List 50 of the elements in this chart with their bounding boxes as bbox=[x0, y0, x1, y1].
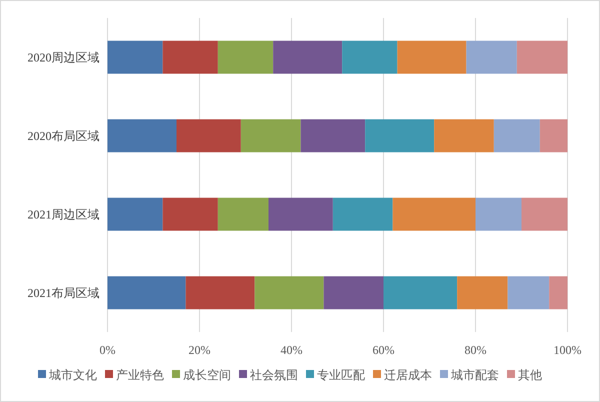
y-tick-label: 2021周边区域 bbox=[28, 207, 100, 222]
y-tick-label: 2021布局区域 bbox=[28, 286, 100, 300]
bar bbox=[240, 119, 301, 152]
bar bbox=[254, 276, 324, 310]
legend-label: 社会氛围 bbox=[250, 368, 298, 382]
x-tick-label: 20% bbox=[188, 343, 210, 357]
bar bbox=[516, 40, 568, 74]
legend-label: 迁居成本 bbox=[384, 368, 432, 382]
legend-label: 成长空间 bbox=[183, 368, 231, 382]
legend-label: 其他 bbox=[518, 368, 542, 382]
legend-label: 城市配套 bbox=[450, 368, 499, 382]
x-tick-label: 80% bbox=[464, 343, 486, 357]
bar bbox=[397, 40, 466, 74]
x-tick-label: 0% bbox=[100, 343, 116, 357]
bar bbox=[466, 40, 517, 74]
bar bbox=[162, 40, 218, 74]
bar bbox=[549, 276, 568, 310]
x-tick-label: 60% bbox=[372, 343, 394, 357]
bar bbox=[508, 276, 550, 310]
y-tick-label: 2020周边区域 bbox=[28, 50, 100, 64]
bar bbox=[186, 276, 255, 310]
legend-label: 城市文化 bbox=[48, 368, 97, 382]
bar bbox=[324, 276, 384, 310]
bar bbox=[384, 276, 458, 310]
bar bbox=[365, 119, 434, 152]
x-tick-label: 100% bbox=[554, 343, 582, 357]
bar bbox=[176, 119, 241, 152]
bar bbox=[332, 198, 393, 231]
bar bbox=[108, 119, 176, 152]
bar bbox=[522, 198, 568, 231]
bar bbox=[342, 40, 398, 74]
bar bbox=[540, 119, 568, 152]
legend-label: 专业匹配 bbox=[317, 368, 365, 382]
bar bbox=[108, 198, 163, 231]
bar bbox=[273, 40, 342, 74]
bar bbox=[108, 40, 163, 74]
bar bbox=[268, 198, 333, 231]
bar bbox=[218, 198, 268, 231]
bar bbox=[494, 119, 540, 152]
y-tick-label: 2020布局区域 bbox=[28, 128, 100, 143]
bar bbox=[392, 198, 476, 231]
bar bbox=[434, 119, 494, 152]
bar bbox=[300, 119, 366, 152]
bar bbox=[108, 276, 186, 310]
legend-label: 产业特色 bbox=[116, 368, 164, 382]
bar bbox=[457, 276, 508, 310]
x-tick-label: 40% bbox=[280, 343, 302, 357]
bar bbox=[162, 198, 218, 231]
bar bbox=[218, 40, 274, 74]
bar bbox=[476, 198, 522, 231]
